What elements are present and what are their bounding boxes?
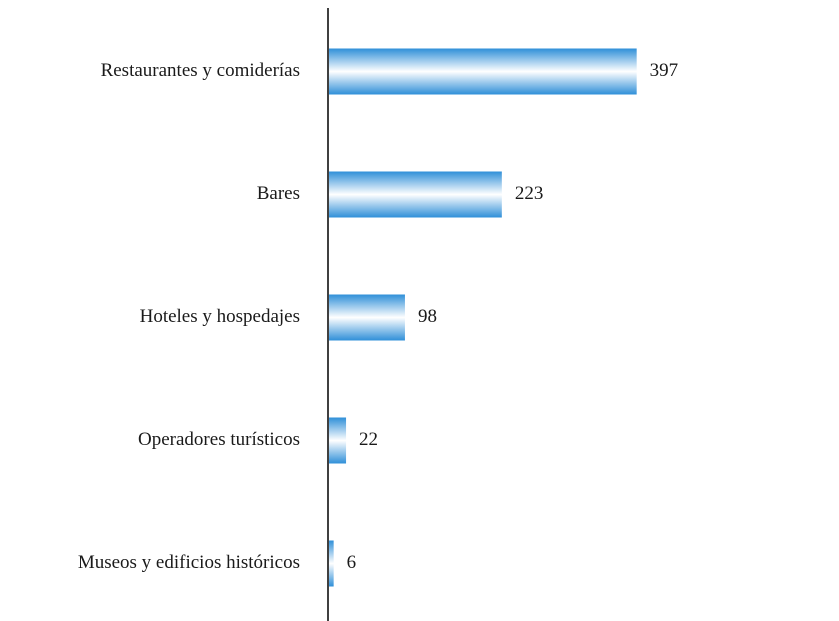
bar xyxy=(329,48,637,95)
value-label: 6 xyxy=(347,552,357,573)
bar xyxy=(329,171,502,218)
bar xyxy=(329,417,347,464)
value-label: 397 xyxy=(650,60,679,81)
value-label: 98 xyxy=(418,306,437,327)
category-label: Operadores turísticos xyxy=(138,429,300,450)
bar xyxy=(329,294,405,341)
category-label: Restaurantes y comiderías xyxy=(101,60,300,81)
category-label: Bares xyxy=(257,183,300,204)
category-label: Museos y edificios históricos xyxy=(78,552,300,573)
value-label: 22 xyxy=(359,429,378,450)
bar xyxy=(329,540,334,587)
value-label: 223 xyxy=(515,183,544,204)
category-label: Hoteles y hospedajes xyxy=(140,306,300,327)
